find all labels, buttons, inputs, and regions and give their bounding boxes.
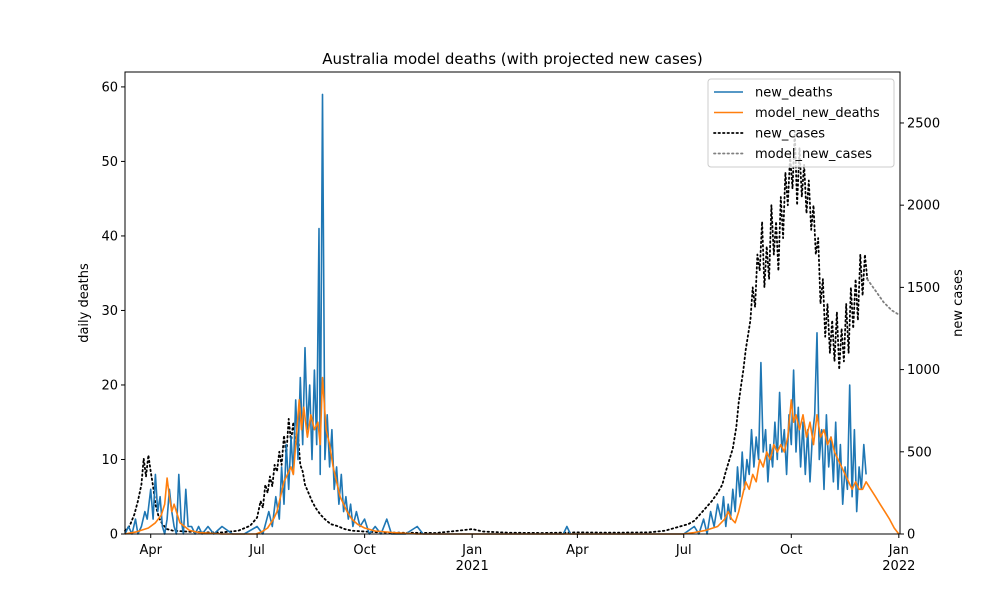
y-axis-left: 0 10 20 30 40 50 60 <box>101 80 125 543</box>
y-tick-label: 40 <box>101 229 118 244</box>
legend-label-new-cases: new_cases <box>755 127 825 142</box>
y-axis-right: 0 500 1000 1500 2000 2500 <box>900 116 940 543</box>
x-tick-label: Jan <box>461 543 482 558</box>
x-tick-label: Oct <box>353 543 375 558</box>
x-tick-label: Apr <box>139 543 162 558</box>
series-line-new-cases <box>124 130 869 534</box>
x-tick-label: Oct <box>780 543 802 558</box>
y-tick-label: 0 <box>110 528 118 543</box>
y-tick-label: 10 <box>101 453 118 468</box>
series-layer <box>124 93 901 535</box>
y-axis-label: daily deaths <box>77 263 92 343</box>
y-tick-label: 30 <box>101 304 118 319</box>
x-tick-label: Jan <box>888 543 909 558</box>
y-tick-label: 20 <box>101 378 118 393</box>
legend-label-new-deaths: new_deaths <box>755 86 833 101</box>
y2-tick-label: 2500 <box>907 116 940 131</box>
y2-axis-label: new cases <box>951 269 966 337</box>
y-tick-label: 50 <box>101 155 118 170</box>
legend-frame <box>707 78 895 168</box>
y2-tick-label: 0 <box>907 528 915 543</box>
series-line-model-new-cases <box>866 278 901 317</box>
x-tick-label: Apr <box>566 543 589 558</box>
legend-label-model-new-cases: model_new_cases <box>755 147 872 162</box>
y-tick-label: 60 <box>101 80 118 95</box>
y2-tick-label: 1000 <box>907 363 940 378</box>
chart-title: Australia model deaths (with projected n… <box>322 50 702 68</box>
y2-tick-label: 500 <box>907 445 932 460</box>
legend-label-model-new-deaths: model_new_deaths <box>755 106 880 121</box>
x-tick-label: Jul <box>675 543 692 558</box>
x-tick-year-label: 2021 <box>456 559 489 574</box>
legend: new_deaths model_new_deaths new_casesmodel… <box>707 78 895 168</box>
plot-frame <box>124 71 901 535</box>
y2-tick-label: 1500 <box>907 281 940 296</box>
series-line-model-new-deaths <box>124 376 900 535</box>
x-tick-label: Jul <box>248 543 265 558</box>
x-tick-year-label: 2022 <box>882 559 915 574</box>
y2-tick-label: 2000 <box>907 199 940 214</box>
series-line-new-deaths <box>124 93 867 535</box>
